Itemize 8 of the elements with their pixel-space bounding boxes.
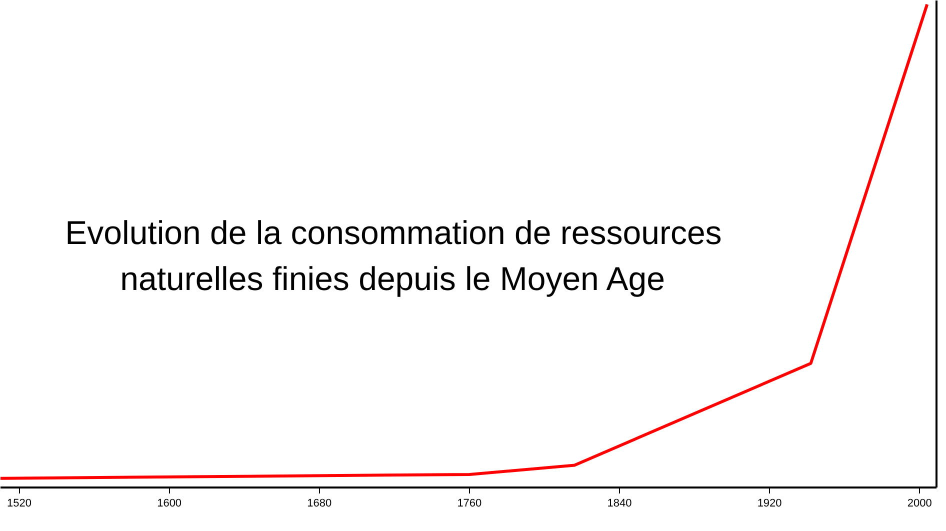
x-tick-label: 2000 (907, 498, 932, 510)
text: Evolution de la consommation de ressources naturelles finies depuis le Moyen Age (65, 214, 722, 298)
x-tick-label: 1920 (757, 498, 782, 510)
x-tick-label: 1520 (7, 498, 32, 510)
x-tick-label: 1600 (157, 498, 182, 510)
x-tick-label: 1840 (607, 498, 632, 510)
x-tick-label: 1680 (307, 498, 332, 510)
x-tick-label: 1760 (457, 498, 482, 510)
